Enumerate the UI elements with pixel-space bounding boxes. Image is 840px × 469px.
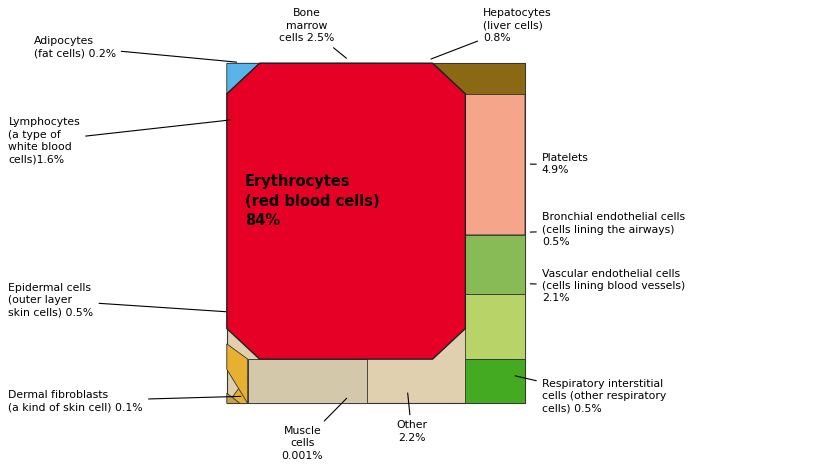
Text: Respiratory interstitial
cells (other respiratory
cells) 0.5%: Respiratory interstitial cells (other re…: [515, 376, 666, 414]
Polygon shape: [227, 393, 240, 403]
Text: Hepatocytes
(liver cells)
0.8%: Hepatocytes (liver cells) 0.8%: [431, 8, 552, 59]
Polygon shape: [227, 344, 248, 403]
Text: Bronchial endothelial cells
(cells lining the airways)
0.5%: Bronchial endothelial cells (cells linin…: [530, 212, 685, 247]
Polygon shape: [433, 63, 525, 94]
Polygon shape: [465, 294, 525, 359]
Polygon shape: [248, 359, 367, 403]
Polygon shape: [227, 63, 309, 125]
Text: Muscle
cells
0.001%: Muscle cells 0.001%: [281, 398, 347, 461]
Text: Erythrocytes
(red blood cells)
84%: Erythrocytes (red blood cells) 84%: [244, 174, 380, 228]
Text: Vascular endothelial cells
(cells lining blood vessels)
2.1%: Vascular endothelial cells (cells lining…: [530, 269, 685, 303]
Polygon shape: [260, 63, 465, 94]
Polygon shape: [227, 359, 260, 403]
Text: Platelets
4.9%: Platelets 4.9%: [530, 153, 589, 175]
Polygon shape: [227, 63, 465, 359]
Polygon shape: [227, 63, 525, 403]
Text: Lymphocytes
(a type of
white blood
cells)1.6%: Lymphocytes (a type of white blood cells…: [8, 117, 231, 164]
Polygon shape: [465, 235, 525, 294]
Text: Adipocytes
(fat cells) 0.2%: Adipocytes (fat cells) 0.2%: [34, 36, 237, 62]
Polygon shape: [465, 359, 525, 403]
Text: Dermal fibroblasts
(a kind of skin cell) 0.1%: Dermal fibroblasts (a kind of skin cell)…: [8, 390, 241, 412]
Polygon shape: [260, 63, 465, 140]
Text: Epidermal cells
(outer layer
skin cells) 0.5%: Epidermal cells (outer layer skin cells)…: [8, 283, 226, 318]
Text: Other
2.2%: Other 2.2%: [396, 393, 427, 443]
Polygon shape: [227, 63, 260, 94]
Polygon shape: [465, 63, 525, 235]
Text: Bone
marrow
cells 2.5%: Bone marrow cells 2.5%: [279, 8, 346, 58]
